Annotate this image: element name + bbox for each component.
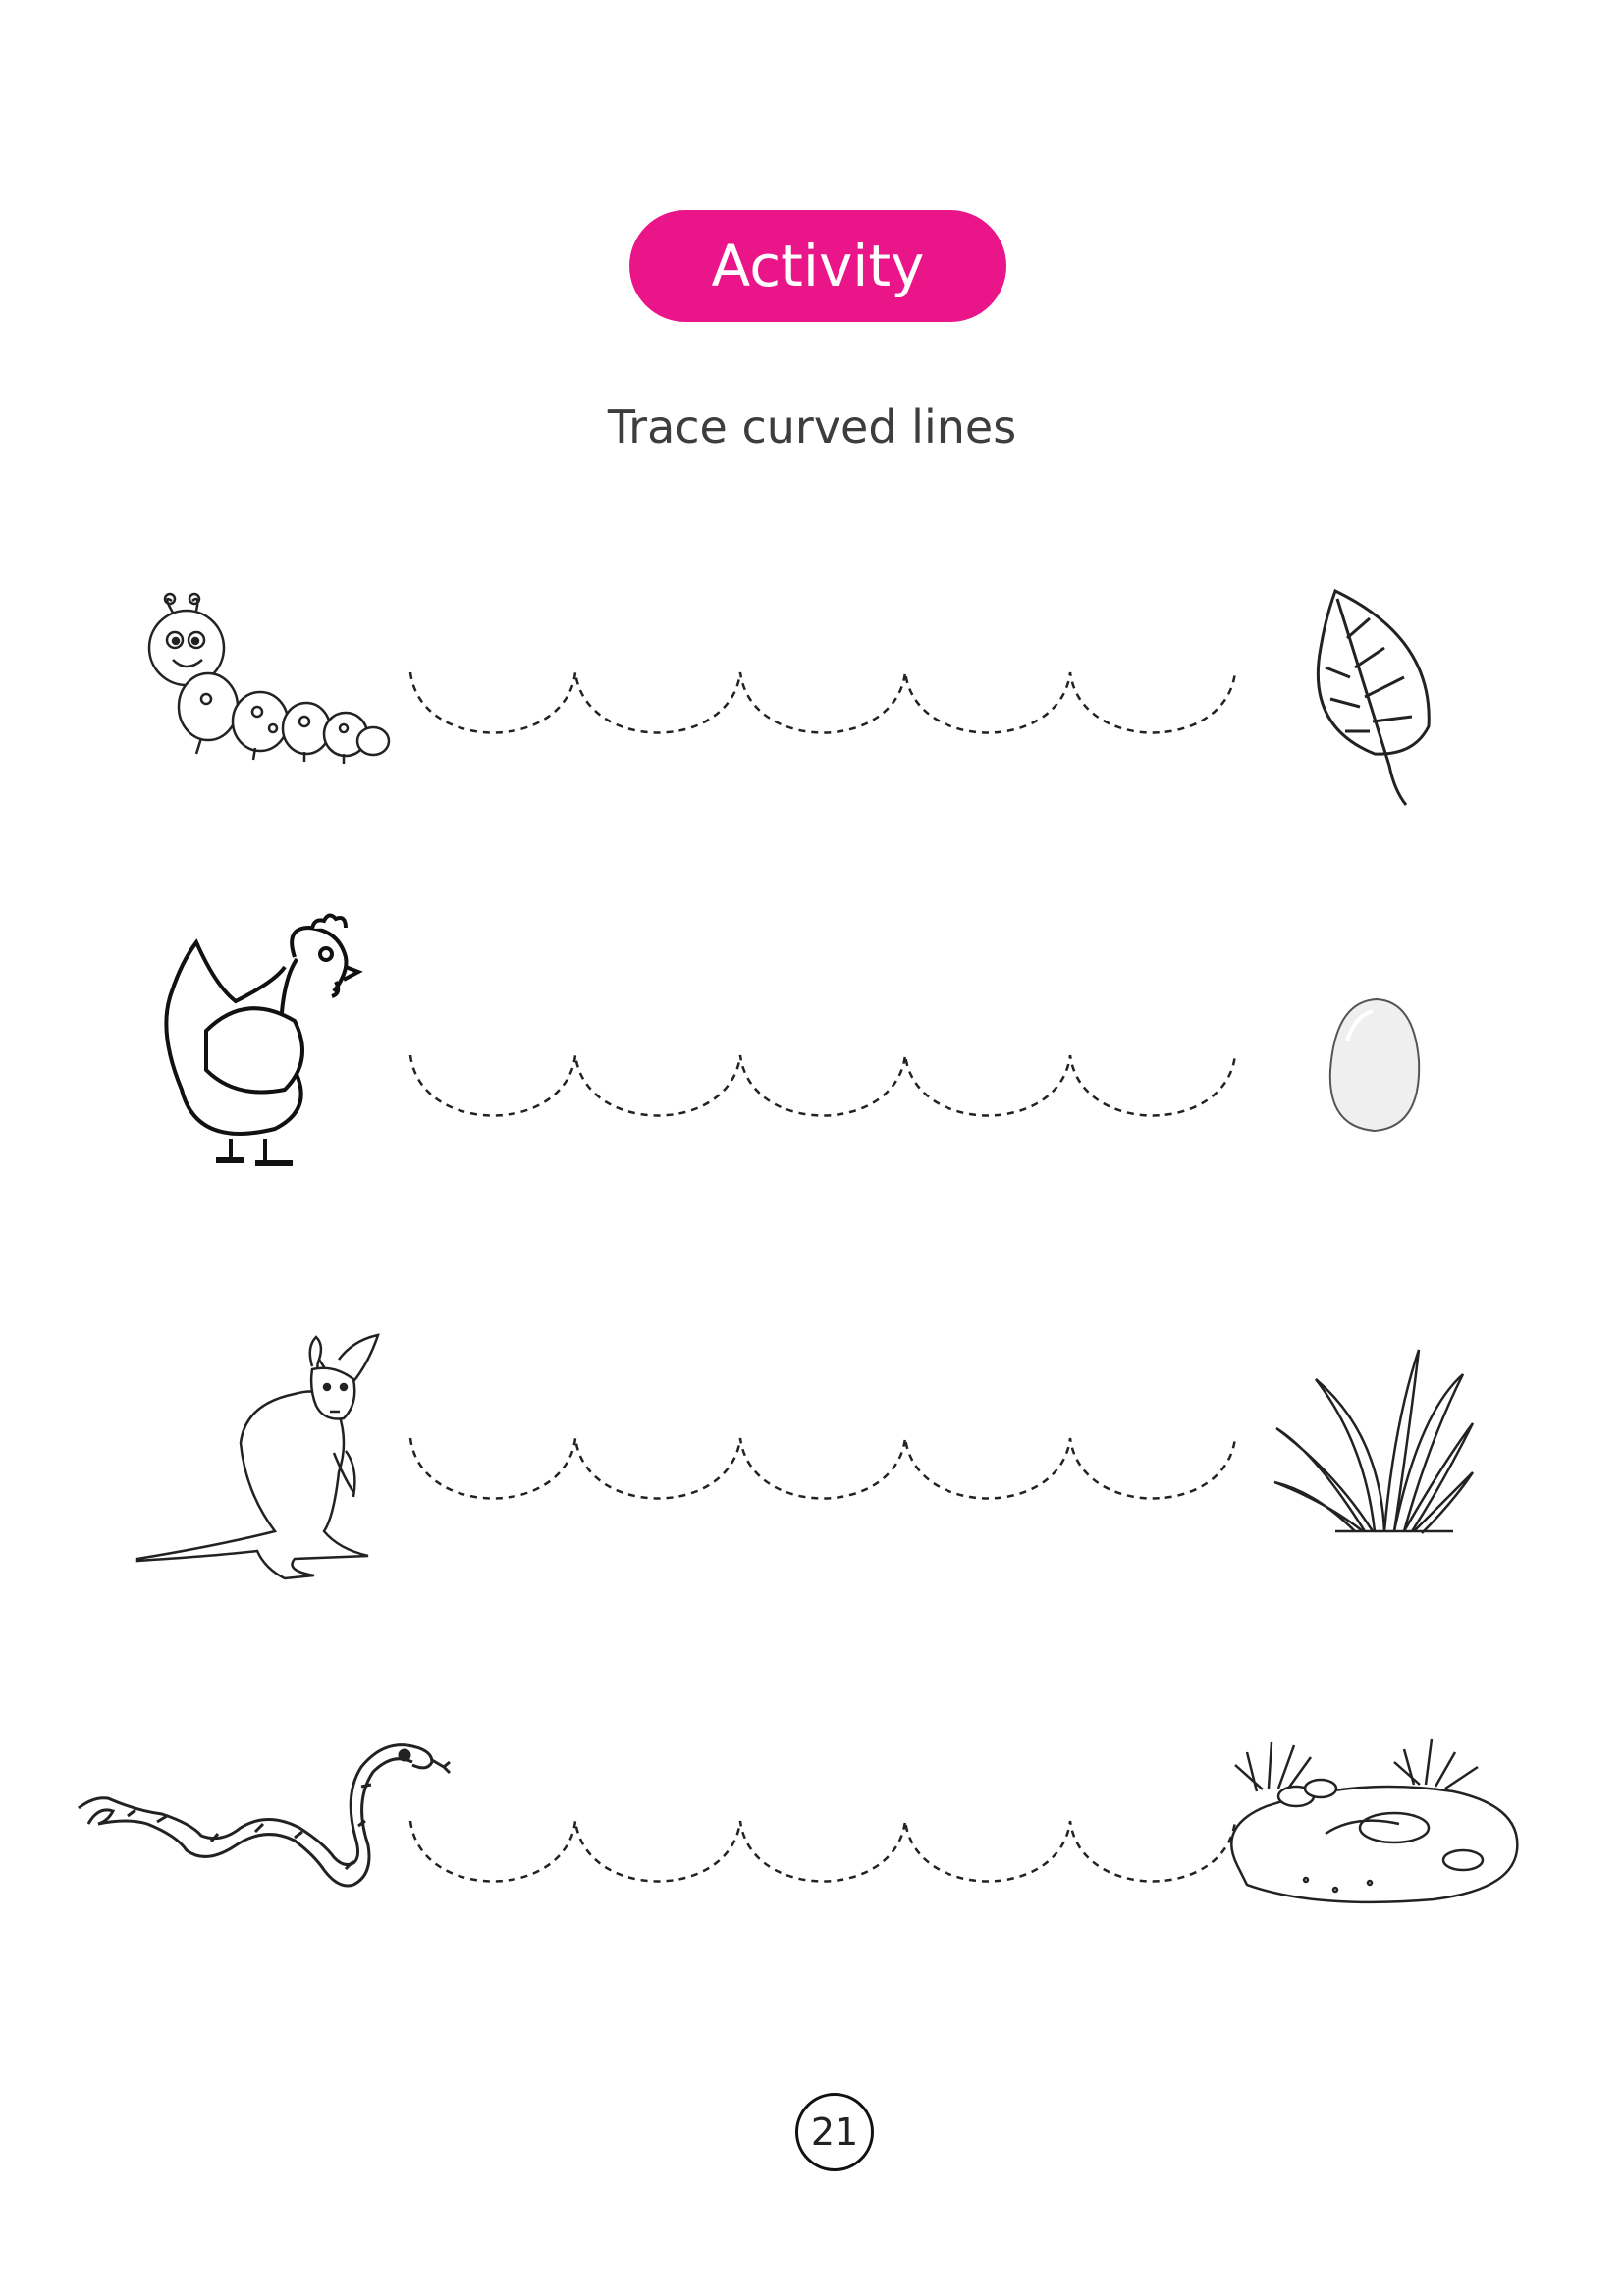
leaf-icon xyxy=(1316,588,1431,806)
caterpillar-icon xyxy=(147,592,391,764)
page-number: 21 xyxy=(795,2093,874,2171)
tracing-line-row-2[interactable] xyxy=(408,1054,1237,1117)
tracing-line-row-1[interactable] xyxy=(408,671,1237,734)
instruction-text: Trace curved lines xyxy=(607,400,1017,454)
snake-icon xyxy=(78,1743,452,1888)
grass-icon xyxy=(1273,1349,1475,1534)
activity-badge: Activity xyxy=(629,210,1006,322)
burrow-icon xyxy=(1230,1738,1519,1904)
hen-icon xyxy=(164,913,363,1166)
page-number-label: 21 xyxy=(810,2110,859,2154)
egg-icon xyxy=(1328,997,1421,1133)
activity-badge-label: Activity xyxy=(711,233,925,299)
kangaroo-icon xyxy=(135,1333,380,1580)
tracing-line-row-4[interactable] xyxy=(408,1820,1237,1883)
tracing-line-row-3[interactable] xyxy=(408,1437,1237,1500)
